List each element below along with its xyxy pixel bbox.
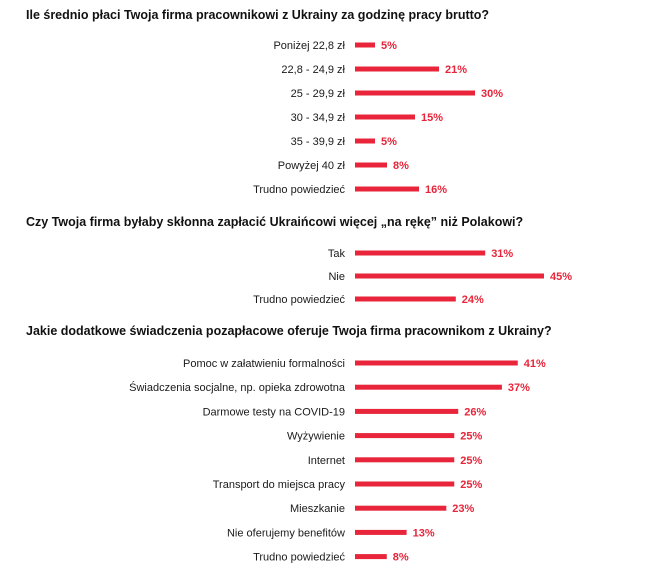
- bar: [355, 186, 419, 192]
- value-label: 13%: [413, 527, 435, 539]
- category-label: Darmowe testy na COVID-19: [203, 406, 345, 418]
- value-label: 25%: [460, 431, 482, 443]
- bar: [355, 90, 475, 96]
- chart-3-title: Jakie dodatkowe świadczenia pozapłacowe …: [26, 324, 552, 338]
- value-label: 23%: [452, 503, 474, 515]
- value-label: 30%: [481, 88, 503, 100]
- category-label: Trudno powiedzieć: [253, 552, 345, 564]
- chart-2-title: Czy Twoja firma byłaby skłonna zapłacić …: [26, 215, 523, 229]
- value-label: 21%: [445, 64, 467, 76]
- category-label: Pomoc w załatwieniu formalności: [183, 358, 345, 370]
- bar: [355, 457, 455, 463]
- category-label: Nie oferujemy benefitów: [227, 527, 345, 539]
- bar: [355, 529, 407, 535]
- category-label: 25 - 29,9 zł: [291, 88, 346, 100]
- bar: [355, 384, 502, 390]
- bar: [355, 481, 455, 487]
- bar: [355, 250, 486, 256]
- category-label: Wyżywienie: [287, 431, 345, 443]
- bar: [355, 505, 447, 511]
- value-label: 24%: [462, 294, 484, 306]
- category-label: Powyżej 40 zł: [278, 160, 346, 172]
- value-label: 8%: [393, 552, 409, 564]
- value-label: 41%: [524, 358, 546, 370]
- value-label: 25%: [460, 479, 482, 491]
- value-label: 16%: [425, 184, 447, 196]
- value-label: 26%: [464, 406, 486, 418]
- bar: [355, 66, 439, 72]
- category-label: Nie: [328, 271, 345, 283]
- category-label: Transport do miejsca pracy: [213, 479, 346, 491]
- value-label: 25%: [460, 455, 482, 467]
- bar: [355, 554, 387, 560]
- chart-1: Ile średnio płaci Twoja firma pracowniko…: [26, 8, 503, 196]
- category-label: Poniżej 22,8 zł: [273, 40, 345, 52]
- value-label: 5%: [381, 40, 397, 52]
- bar: [355, 162, 387, 168]
- chart-2: Czy Twoja firma byłaby skłonna zapłacić …: [26, 215, 572, 306]
- bar: [355, 433, 455, 439]
- category-label: 35 - 39,9 zł: [291, 136, 346, 148]
- bar: [355, 296, 456, 302]
- bar: [355, 114, 415, 120]
- value-label: 45%: [550, 271, 572, 283]
- chart-3: Jakie dodatkowe świadczenia pozapłacowe …: [26, 324, 552, 564]
- bar: [355, 138, 375, 144]
- category-label: Mieszkanie: [290, 503, 345, 515]
- category-label: Trudno powiedzieć: [253, 184, 345, 196]
- value-label: 8%: [393, 160, 409, 172]
- value-label: 5%: [381, 136, 397, 148]
- category-label: Trudno powiedzieć: [253, 294, 345, 306]
- bar: [355, 408, 459, 414]
- bar: [355, 273, 544, 279]
- category-label: Świadczenia socjalne, np. opieka zdrowot…: [129, 381, 346, 394]
- chart-1-title: Ile średnio płaci Twoja firma pracowniko…: [26, 8, 489, 22]
- value-label: 37%: [508, 382, 530, 394]
- value-label: 15%: [421, 112, 443, 124]
- category-label: 30 - 34,9 zł: [291, 112, 346, 124]
- category-label: Internet: [308, 455, 345, 467]
- category-label: 22,8 - 24,9 zł: [281, 64, 345, 76]
- bar: [355, 360, 518, 366]
- bar: [355, 42, 375, 48]
- category-label: Tak: [328, 248, 346, 260]
- value-label: 31%: [491, 248, 513, 260]
